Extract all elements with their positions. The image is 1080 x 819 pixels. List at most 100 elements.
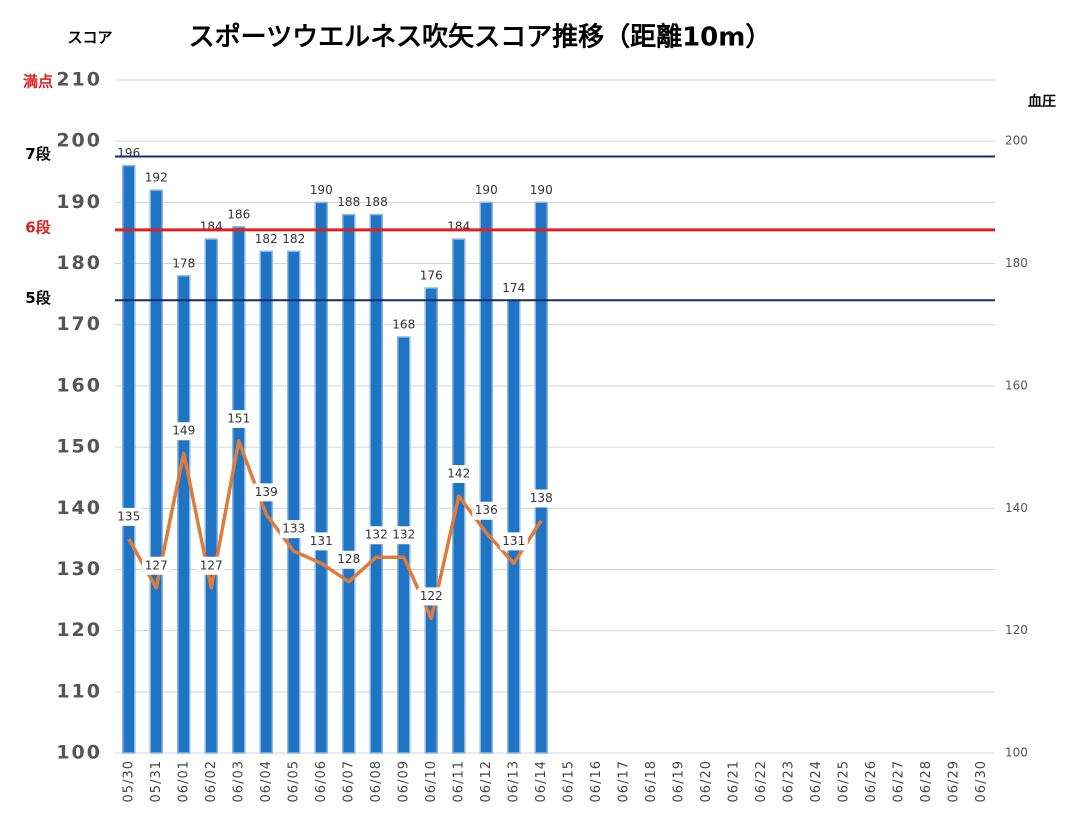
line-label-box xyxy=(279,520,308,539)
x-tick-label: 06/15 xyxy=(561,760,576,802)
bar-label: 182 xyxy=(255,232,278,246)
bar xyxy=(424,287,438,754)
bar xyxy=(204,238,218,754)
reference-label: 5段 xyxy=(25,289,50,307)
line-label: 131 xyxy=(310,534,333,548)
bar xyxy=(342,213,356,754)
bar-label: 182 xyxy=(282,232,305,246)
x-tick-label: 06/14 xyxy=(534,760,549,802)
line-label: 142 xyxy=(447,467,470,481)
line-label-box xyxy=(334,550,363,569)
bar-label: 176 xyxy=(420,269,443,283)
y-tick-label: 140 xyxy=(56,497,102,519)
bar-label: 184 xyxy=(200,220,223,234)
x-tick-label: 06/30 xyxy=(974,760,989,802)
line-label-box xyxy=(444,465,473,484)
line-label-box xyxy=(417,587,446,606)
x-tick-label: 06/21 xyxy=(726,760,741,802)
bar xyxy=(369,213,383,754)
line-label-box xyxy=(114,507,143,526)
x-tick-label: 06/03 xyxy=(231,760,246,802)
bar xyxy=(287,250,301,754)
x-tick-label: 06/01 xyxy=(176,760,191,802)
chart-title: スポーツウエルネス吹矢スコア推移（距離10m） xyxy=(189,22,772,53)
bar-label: 190 xyxy=(310,183,333,197)
line-label-box xyxy=(499,532,528,551)
x-tick-label: 06/11 xyxy=(451,760,466,802)
x-tick-label: 05/31 xyxy=(149,760,164,802)
line-label: 127 xyxy=(200,558,223,572)
y-tick-label: 210 xyxy=(56,69,102,91)
y-tick-label: 160 xyxy=(56,374,102,396)
y-tick-label: 100 xyxy=(56,742,102,764)
bar xyxy=(149,189,163,754)
x-tick-label: 06/02 xyxy=(204,760,219,802)
y2-tick-label: 200 xyxy=(1005,134,1028,148)
y-tick-label: 200 xyxy=(56,130,102,152)
annotation: 満点 xyxy=(23,73,53,91)
x-tick-label: 06/20 xyxy=(699,760,714,802)
x-tick-label: 06/17 xyxy=(616,760,631,802)
x-tick-label: 06/29 xyxy=(946,760,961,802)
x-tick-label: 06/24 xyxy=(809,760,824,802)
bar-label: 186 xyxy=(227,207,250,221)
bar xyxy=(507,299,521,754)
x-tick-label: 06/06 xyxy=(314,760,329,802)
line-label-box xyxy=(527,489,556,508)
y-tick-label: 130 xyxy=(56,558,102,580)
line-label: 127 xyxy=(145,558,168,572)
x-tick-label: 06/22 xyxy=(754,760,769,802)
y-tick-label: 150 xyxy=(56,436,102,458)
line-label-box xyxy=(142,556,171,575)
x-tick-label: 06/16 xyxy=(589,760,604,802)
line-label: 131 xyxy=(502,534,525,548)
bar-label: 174 xyxy=(502,281,525,295)
line-label-box xyxy=(252,483,281,502)
line-label: 139 xyxy=(255,485,278,499)
bar-label: 184 xyxy=(447,220,470,234)
x-tick-label: 06/10 xyxy=(424,760,439,802)
line-label-box xyxy=(307,532,336,551)
line-label: 122 xyxy=(420,589,443,603)
line-label: 136 xyxy=(475,503,498,517)
line-label: 132 xyxy=(392,528,415,542)
x-tick-label: 06/09 xyxy=(396,760,411,802)
line-label: 151 xyxy=(227,411,250,425)
y-tick-label: 190 xyxy=(56,191,102,213)
bar-label: 190 xyxy=(530,183,553,197)
line-label: 132 xyxy=(365,528,388,542)
line-label-box xyxy=(472,501,501,520)
x-tick-label: 06/12 xyxy=(479,760,494,802)
bar-label: 168 xyxy=(392,317,415,331)
line xyxy=(127,439,543,621)
bar xyxy=(177,275,191,754)
line-label: 128 xyxy=(337,552,360,566)
bar xyxy=(534,201,548,754)
line-label-box xyxy=(197,556,226,575)
x-tick-label: 06/08 xyxy=(369,760,384,802)
y2-tick-label: 120 xyxy=(1005,623,1028,637)
y-tick-label: 120 xyxy=(56,619,102,641)
bar-label: 188 xyxy=(365,195,388,209)
x-tick-label: 06/13 xyxy=(506,760,521,802)
x-tick-label: 06/18 xyxy=(644,760,659,802)
line-label: 138 xyxy=(530,491,553,505)
bar-label: 188 xyxy=(337,195,360,209)
bar xyxy=(397,336,411,754)
x-tick-label: 06/25 xyxy=(836,760,851,802)
x-tick-label: 06/04 xyxy=(259,760,274,802)
line-label: 149 xyxy=(172,424,195,438)
x-tick-label: 06/27 xyxy=(891,760,906,802)
y2-tick-label: 140 xyxy=(1005,501,1028,515)
x-tick-label: 06/07 xyxy=(341,760,356,802)
line-label-box xyxy=(389,526,418,545)
x-tick-label: 05/30 xyxy=(121,760,136,802)
x-tick-label: 06/28 xyxy=(919,760,934,802)
line-label: 135 xyxy=(117,509,140,523)
y-tick-label: 180 xyxy=(56,252,102,274)
x-tick-label: 06/26 xyxy=(864,760,879,802)
reference-label: 6段 xyxy=(25,218,50,236)
y2-tick-label: 160 xyxy=(1005,378,1028,392)
x-tick-label: 06/05 xyxy=(286,760,301,802)
